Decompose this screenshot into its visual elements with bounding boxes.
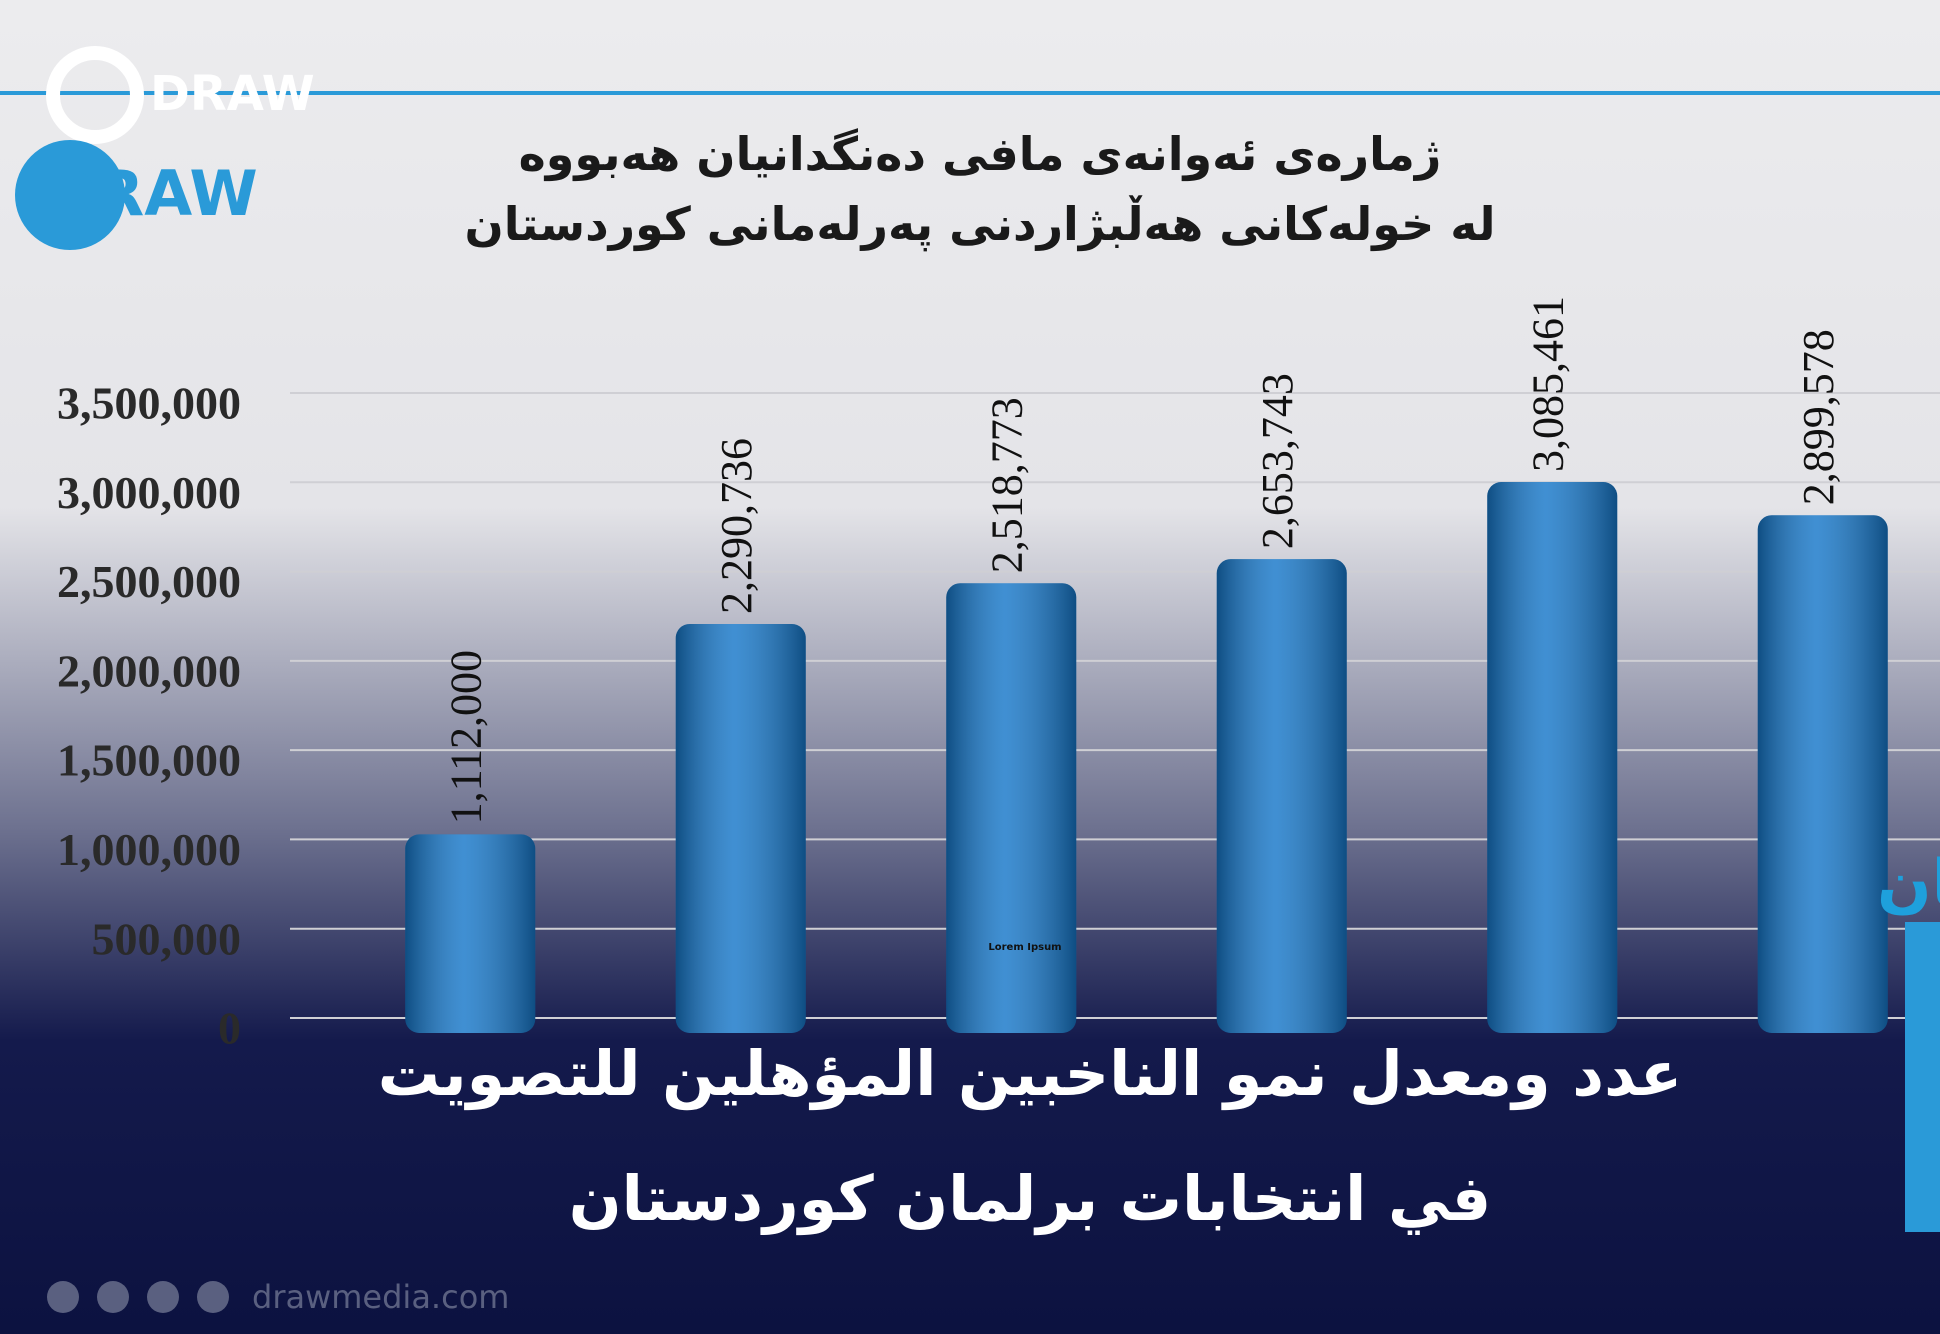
region-label: إقليم كوردستان	[1877, 847, 1940, 921]
headline: في انتخابات برلمان كوردستان	[569, 1162, 1492, 1235]
value-label: 2,290,736	[712, 438, 761, 614]
y-tick-label: 2,500,000	[57, 556, 241, 607]
bar-shade	[405, 834, 536, 1033]
value-label: 2,899,578	[1794, 329, 1843, 505]
y-tick-label: 0	[218, 1003, 241, 1054]
top-rule	[0, 91, 1940, 95]
value-label: 3,085,461	[1523, 296, 1572, 472]
bar-shade	[946, 583, 1077, 1033]
logo-top: DRAW	[46, 46, 315, 144]
plot: 0 500,000 1,000,000 1,500,000 2,000,000 2,500…	[57, 296, 1940, 1054]
y-tick-label: 3,000,000	[57, 467, 241, 518]
twitter-icon[interactable]	[147, 1281, 179, 1313]
logo-mark	[46, 46, 144, 144]
facebook-icon[interactable]	[47, 1281, 79, 1313]
bar-shade	[675, 623, 806, 1033]
chart-title: لە خولەکانی هەڵبژاردنی پەرلەمانی کوردستا…	[465, 195, 1496, 252]
value-label: 1,112,000	[441, 650, 490, 824]
y-tick-label: 500,000	[92, 913, 242, 964]
headline: عدد ومعدل نمو الناخبين المؤهلين للتصويت	[378, 1037, 1683, 1110]
logo-text: DRAW	[45, 157, 258, 230]
logo-chart: DRAW	[15, 140, 258, 250]
logo-mark	[15, 140, 125, 250]
value-label: 2,653,743	[1253, 373, 1302, 549]
value-label: 2,518,773	[982, 397, 1031, 573]
logo-text: DRAW	[150, 66, 315, 122]
side-bar	[1905, 922, 1940, 1232]
watermark: Lorem Ipsum	[988, 942, 1061, 953]
y-tick-label: 2,000,000	[57, 645, 241, 696]
tiktok-icon[interactable]	[197, 1281, 229, 1313]
social-icons	[47, 1281, 229, 1313]
bar-shade	[1757, 515, 1888, 1033]
bar-shade	[1216, 559, 1347, 1033]
chart-title: ژمارەی ئەوانەی مافی دەنگدانیان هەبووە	[519, 127, 1442, 181]
website[interactable]: drawmedia.com	[252, 1278, 509, 1316]
bar-shade	[1487, 482, 1618, 1034]
y-tick-label: 1,000,000	[57, 824, 241, 875]
y-tick-label: 1,500,000	[57, 735, 241, 786]
y-tick-label: 3,500,000	[57, 378, 241, 429]
instagram-icon[interactable]	[97, 1281, 129, 1313]
